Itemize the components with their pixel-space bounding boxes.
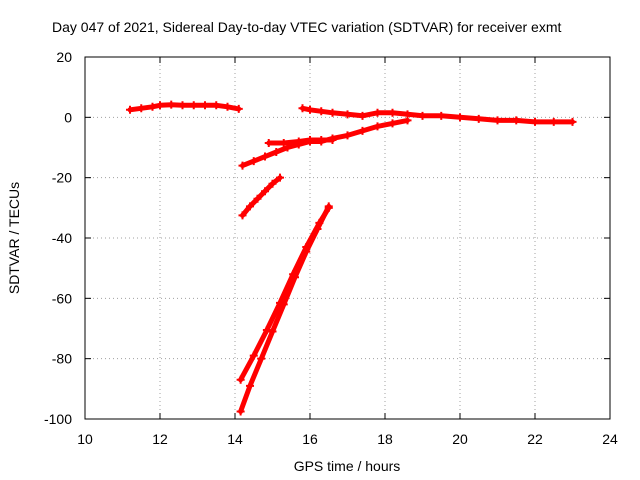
data-point	[289, 270, 298, 279]
data-point	[276, 298, 284, 307]
x-tick-label: 14	[227, 431, 243, 447]
data-point	[474, 114, 483, 123]
data-point	[418, 111, 427, 120]
data-point	[306, 135, 314, 144]
data-point	[456, 113, 464, 122]
data-point	[253, 194, 262, 203]
x-tick-label: 10	[77, 431, 93, 447]
x-tick-label: 24	[602, 431, 618, 447]
data-point	[298, 104, 307, 113]
data-point	[328, 108, 337, 117]
data-point	[156, 101, 164, 110]
data-point	[178, 101, 187, 110]
data-point	[324, 203, 333, 212]
x-tick-label: 12	[152, 431, 168, 447]
data-point	[262, 326, 271, 335]
data-point	[388, 108, 397, 117]
point-track-4	[264, 135, 337, 147]
data-point	[201, 101, 209, 110]
data-point	[223, 102, 232, 111]
data-point	[306, 105, 314, 114]
data-point	[137, 104, 146, 113]
data-point	[249, 351, 258, 360]
point-track-3	[238, 116, 412, 170]
data-point	[238, 211, 247, 220]
data-point	[246, 202, 254, 211]
data-point	[189, 101, 198, 110]
data-point	[328, 135, 337, 144]
data-point	[212, 101, 221, 110]
data-point	[276, 173, 284, 182]
y-tick-label: -20	[52, 170, 72, 186]
data-point	[549, 117, 558, 126]
data-point	[261, 152, 269, 161]
data-point	[437, 111, 446, 120]
data-point	[373, 108, 382, 117]
x-tick-label: 16	[302, 431, 318, 447]
point-track-2	[298, 104, 577, 126]
data-point	[568, 117, 577, 126]
data-point	[268, 179, 277, 188]
data-point	[373, 122, 382, 131]
point-track-7	[236, 203, 333, 384]
data-point	[512, 116, 521, 125]
data-point	[302, 243, 311, 252]
data-point	[249, 157, 258, 166]
point-track-6	[236, 202, 333, 416]
y-tick-label: 0	[64, 109, 72, 125]
data-point	[343, 131, 352, 140]
data-point	[268, 327, 277, 336]
data-point	[317, 135, 326, 144]
data-point	[343, 110, 352, 119]
x-tick-label: 20	[452, 431, 468, 447]
y-tick-label: -40	[52, 230, 72, 246]
data-point	[279, 138, 288, 147]
point-track-5	[238, 173, 284, 220]
data-point	[358, 111, 367, 120]
data-point	[531, 117, 539, 126]
data-point	[315, 218, 324, 227]
y-axis-label: SDTVAR / TECUs	[6, 182, 22, 294]
data-point	[272, 148, 281, 157]
data-point	[234, 104, 243, 113]
point-track-band	[238, 205, 332, 383]
data-point	[493, 116, 502, 125]
y-tick-label: -80	[52, 351, 72, 367]
chart-title: Day 047 of 2021, Sidereal Day-to-day VTE…	[52, 19, 561, 35]
data-point	[238, 161, 247, 170]
axis-ticks: 10 12 14 16 18 20 22 24 20 0 -20 -40 -60 -80 -100	[44, 49, 618, 447]
data-point	[236, 407, 245, 416]
data-point	[294, 137, 303, 146]
data-point	[261, 187, 269, 196]
data-point	[148, 102, 157, 111]
data-point	[264, 138, 273, 147]
data-point	[236, 375, 245, 384]
data-point	[126, 105, 134, 114]
data-point	[388, 119, 397, 128]
data-point	[257, 354, 266, 363]
data-point	[167, 100, 176, 109]
x-tick-label: 18	[377, 431, 393, 447]
data-points	[126, 100, 577, 416]
x-tick-label: 22	[527, 431, 543, 447]
point-track-1	[126, 100, 243, 114]
y-tick-label: -60	[52, 290, 72, 306]
y-tick-label: 20	[56, 49, 72, 65]
data-point	[246, 381, 254, 390]
data-point	[403, 116, 412, 125]
x-axis-label: GPS time / hours	[294, 458, 401, 474]
point-track-band	[238, 203, 332, 414]
data-point	[358, 126, 367, 135]
y-tick-label: -100	[44, 411, 72, 427]
data-point	[317, 107, 326, 116]
